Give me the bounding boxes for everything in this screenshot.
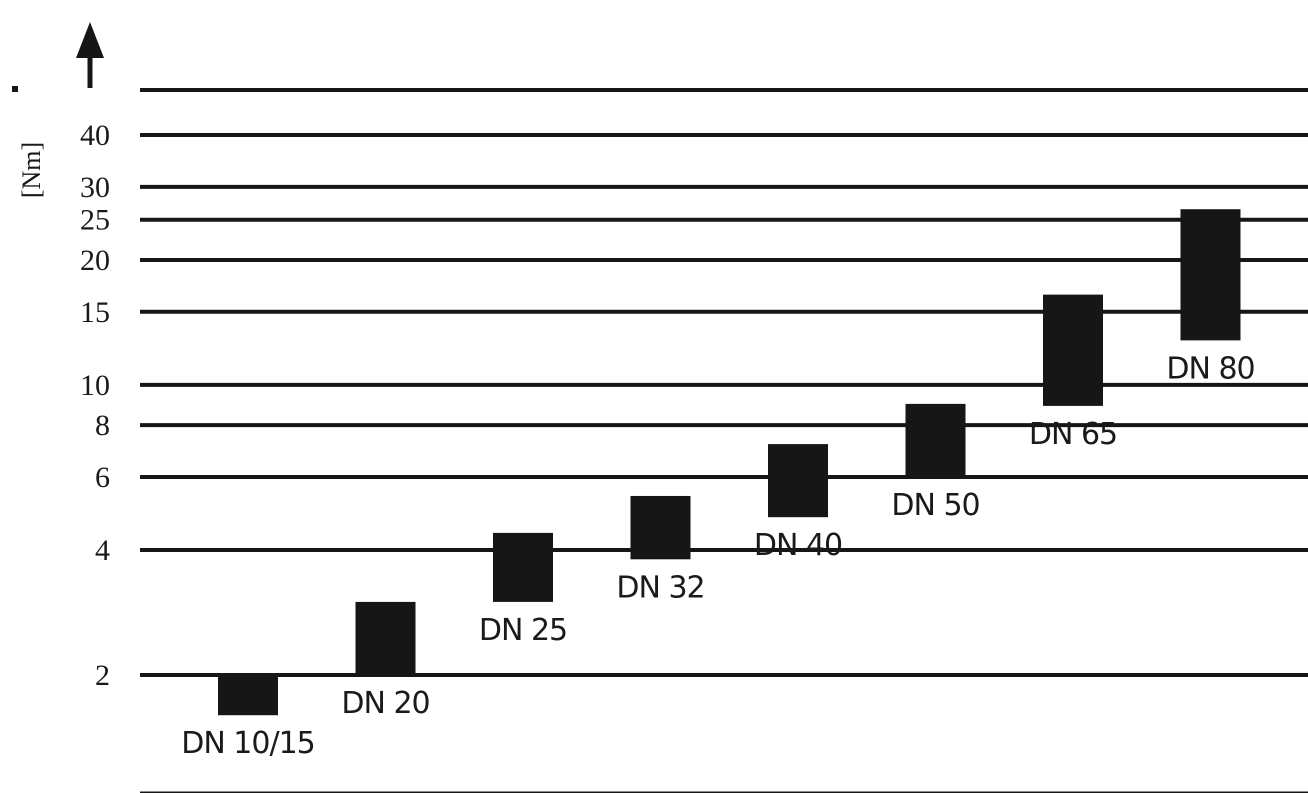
category-label: DN 50 [891,488,979,523]
y-tick-label: 4 [95,534,110,567]
y-tick-label: 30 [80,171,110,204]
category-label: DN 25 [479,613,567,648]
range-bar [355,601,416,675]
range-bar [1043,294,1103,406]
category-label: DN 20 [341,686,429,721]
category-label: DN 32 [616,570,704,605]
range-bar [493,532,553,602]
category-label: DN 65 [1029,417,1117,452]
axis-dot [12,86,18,92]
y-tick-label: 6 [95,461,110,494]
gridlines [140,88,1308,677]
y-axis-label: [Nm] [17,142,46,198]
y-axis-arrow-icon [76,22,104,88]
category-label: DN 80 [1166,351,1254,386]
category-label: DN 10/15 [181,726,315,761]
y-tick-label: 8 [95,409,110,442]
y-tick-label: 20 [80,244,110,277]
range-bars [218,209,1241,716]
range-bar [905,403,966,477]
range-bar [1180,209,1241,341]
y-tick-label: 15 [80,296,110,329]
range-bar [218,675,278,716]
y-tick-label: 25 [80,204,110,237]
y-tick-label: 10 [80,369,110,402]
range-bar [768,444,828,518]
y-tick-label: 40 [80,119,110,152]
range-bar [630,495,691,560]
y-tick-label: 2 [95,659,110,692]
category-labels: DN 10/15 DN 20 DN 25 DN 32 DN 40 DN 50 DN 65 DN… [181,351,1255,761]
category-label: DN 40 [754,528,842,563]
